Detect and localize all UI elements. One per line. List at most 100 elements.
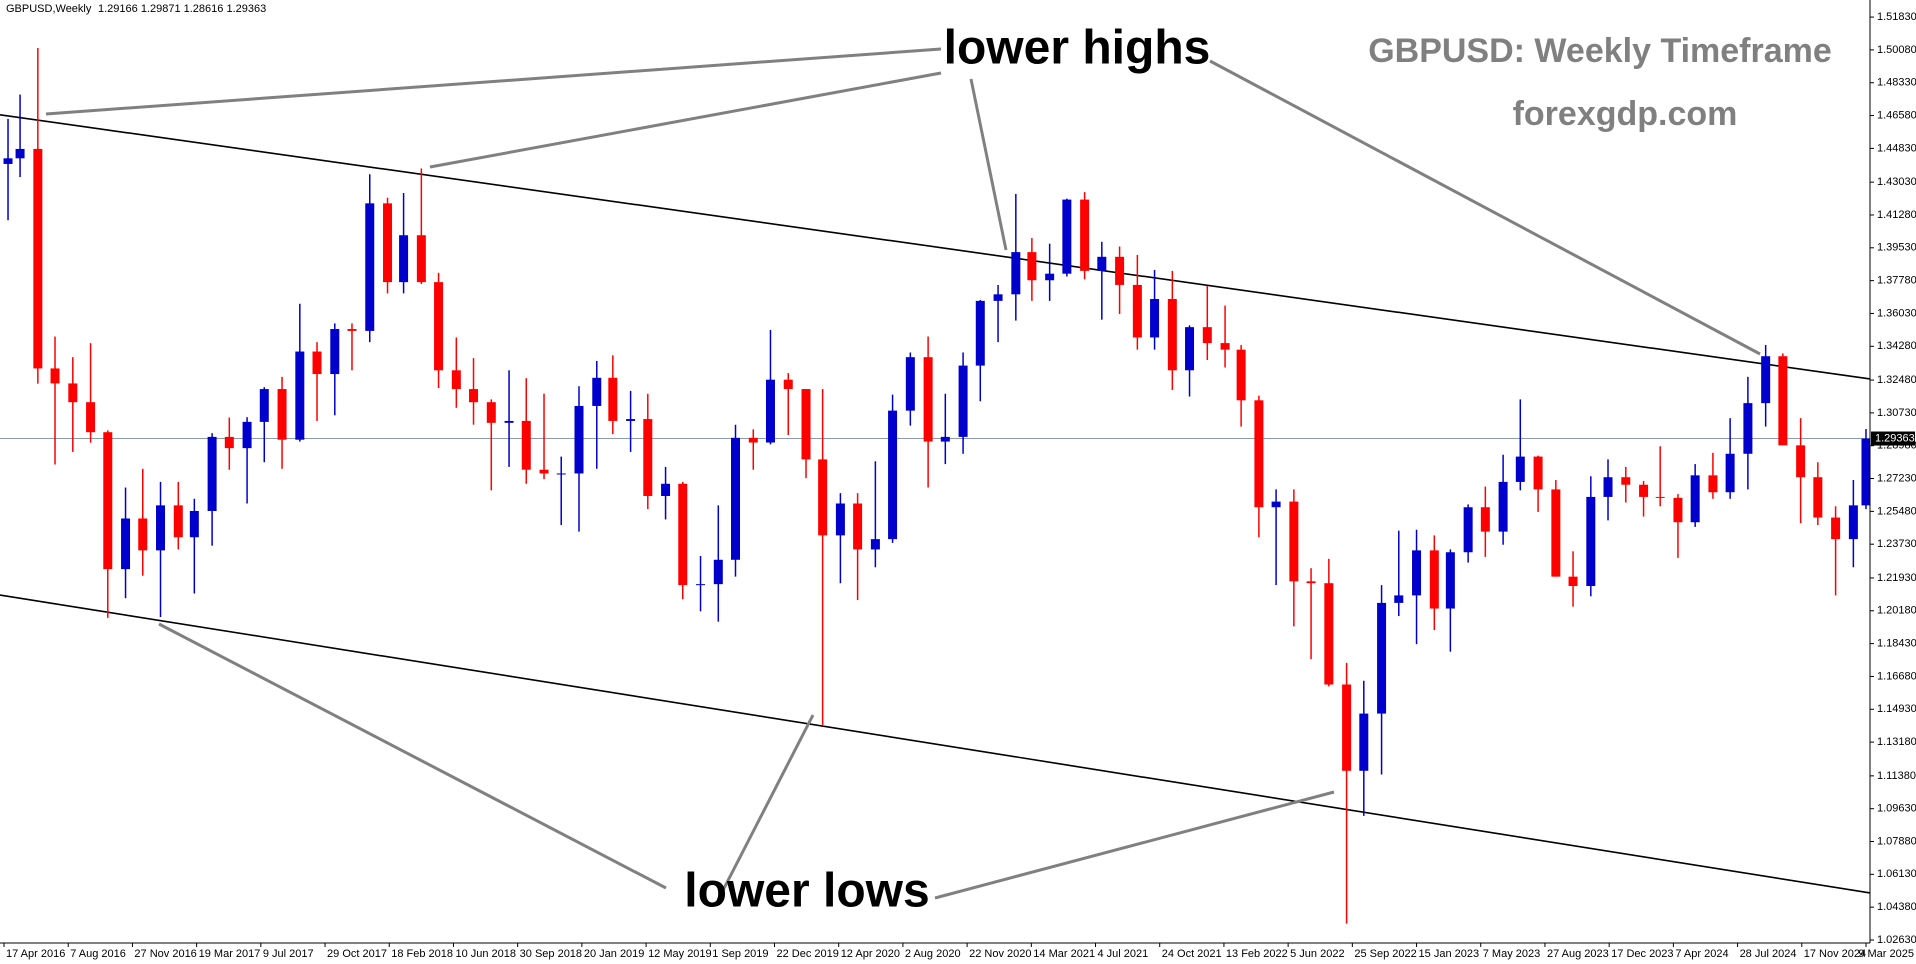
candle-body <box>189 510 199 538</box>
candle-body <box>1621 477 1631 485</box>
pointer <box>429 71 942 169</box>
pointers <box>45 47 1761 901</box>
y-tick-label: 1.23730 <box>1877 538 1916 550</box>
candle-body <box>1498 481 1508 532</box>
candle-body <box>86 402 96 433</box>
candle-body <box>1289 501 1299 582</box>
y-tick-label: 1.46580 <box>1877 109 1916 121</box>
y-tick-label: 1.44830 <box>1877 142 1916 154</box>
candle-body <box>940 436 950 442</box>
candle-body <box>121 518 131 570</box>
pointer <box>716 714 815 901</box>
candle-body <box>608 377 618 421</box>
candle-body <box>1861 438 1871 506</box>
candle-body <box>958 365 968 437</box>
y-tick-label: 1.07880 <box>1877 835 1916 847</box>
x-tick-label: 19 Mar 2017 <box>199 948 261 960</box>
candle-body <box>138 518 148 551</box>
candle-body <box>1412 550 1422 596</box>
candle-body <box>103 432 113 570</box>
candle-body <box>1115 256 1125 285</box>
candle-body <box>1533 456 1543 490</box>
y-tick-label: 1.36030 <box>1877 307 1916 319</box>
candle-body <box>1167 299 1177 371</box>
candle-body <box>33 148 43 369</box>
candle-body <box>1778 356 1788 446</box>
x-tick-label: 7 Apr 2024 <box>1675 948 1728 960</box>
candle-body <box>661 483 671 496</box>
candle-body <box>1673 497 1683 523</box>
candle-body <box>539 469 549 474</box>
pointer <box>1209 59 1761 356</box>
candle-body <box>277 389 287 440</box>
candle-body <box>1568 576 1578 587</box>
last-price-box <box>1871 431 1915 446</box>
candle-body <box>1062 199 1072 274</box>
candle-body <box>504 420 514 423</box>
candle-body <box>626 419 636 421</box>
y-tick-label: 1.50080 <box>1877 44 1916 56</box>
candle-body <box>1359 713 1369 771</box>
chart-title: GBPUSD: Weekly Timeframe <box>1368 32 1832 70</box>
ohlc-label: 1.29166 1.29871 1.28616 1.29363 <box>98 3 266 15</box>
candle-body <box>1690 475 1700 523</box>
candle-body <box>1761 356 1771 404</box>
y-tick-label: 1.18430 <box>1877 638 1916 650</box>
candle-body <box>1324 583 1334 685</box>
x-tick-label: 17 Nov 2024 <box>1804 948 1866 960</box>
x-tick-label: 7 May 2023 <box>1483 948 1540 960</box>
candle-body <box>207 436 217 511</box>
candle-body <box>592 377 602 406</box>
candle-body <box>1831 517 1841 540</box>
candle-body <box>312 351 322 375</box>
x-tick-label: 22 Nov 2020 <box>969 948 1031 960</box>
candle-body <box>224 436 234 449</box>
pointer <box>158 622 667 890</box>
candle-body <box>3 158 13 164</box>
candle-body <box>1342 684 1352 771</box>
x-tick-label: 13 Feb 2022 <box>1226 948 1288 960</box>
x-tick-label: 1 Sep 2019 <box>712 948 768 960</box>
candle-body <box>1586 496 1596 587</box>
candle-body <box>1813 477 1823 518</box>
x-tick-label: 15 Jan 2023 <box>1419 948 1480 960</box>
candle-body <box>1045 273 1055 281</box>
candle-body <box>870 539 880 550</box>
candle-body <box>1080 199 1090 271</box>
candle-body <box>1796 445 1806 478</box>
y-tick-label: 1.37780 <box>1877 275 1916 287</box>
candle-body <box>434 282 444 371</box>
candle-body <box>801 389 811 460</box>
candle-body <box>365 203 375 331</box>
x-tick-label: 9 Mar 2025 <box>1858 948 1914 960</box>
x-tick-label: 12 May 2019 <box>648 948 712 960</box>
y-tick-label: 1.39530 <box>1877 242 1916 254</box>
candle-body <box>1271 501 1281 508</box>
x-tick-label: 9 Jul 2017 <box>263 948 314 960</box>
y-tick-label: 1.09630 <box>1877 803 1916 815</box>
candle-body <box>156 505 166 551</box>
candle-body <box>1639 484 1649 497</box>
candle-body <box>399 235 409 283</box>
x-tick-label: 17 Apr 2016 <box>6 948 65 960</box>
y-tick-label: 1.43030 <box>1877 176 1916 188</box>
y-tick-label: 1.51830 <box>1877 11 1916 23</box>
y-tick-label: 1.21930 <box>1877 572 1916 584</box>
candle-body <box>1725 453 1735 493</box>
candle-body <box>1463 507 1473 553</box>
candle-body <box>975 300 985 366</box>
plot <box>0 48 1871 924</box>
x-tick-label: 18 Feb 2018 <box>391 948 453 960</box>
symbol-label: GBPUSD,Weekly <box>6 3 92 15</box>
x-tick-label: 24 Oct 2021 <box>1162 948 1222 960</box>
trend-line <box>0 594 1871 894</box>
y-tick-label: 1.32480 <box>1877 374 1916 386</box>
candle-body <box>259 389 269 422</box>
x-tick-label: 27 Nov 2016 <box>134 948 196 960</box>
pointer <box>934 790 1335 900</box>
candle-body <box>1394 595 1404 603</box>
candle-body <box>556 473 566 475</box>
annotation: lower highs <box>944 22 1211 75</box>
